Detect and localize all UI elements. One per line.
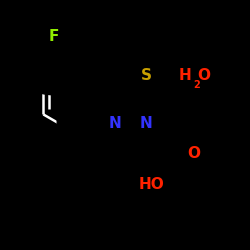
Text: HO: HO: [139, 177, 165, 192]
Circle shape: [88, 65, 204, 181]
Text: 2: 2: [193, 80, 200, 90]
Text: S: S: [141, 68, 152, 82]
Text: N: N: [140, 116, 152, 130]
Text: F: F: [49, 29, 59, 44]
Circle shape: [0, 0, 112, 95]
Circle shape: [136, 96, 250, 212]
Circle shape: [57, 65, 174, 181]
Text: N: N: [109, 116, 122, 130]
Text: H: H: [178, 68, 191, 82]
Text: O: O: [197, 68, 210, 82]
Text: O: O: [188, 146, 201, 161]
Circle shape: [72, 105, 231, 250]
Circle shape: [88, 17, 204, 133]
